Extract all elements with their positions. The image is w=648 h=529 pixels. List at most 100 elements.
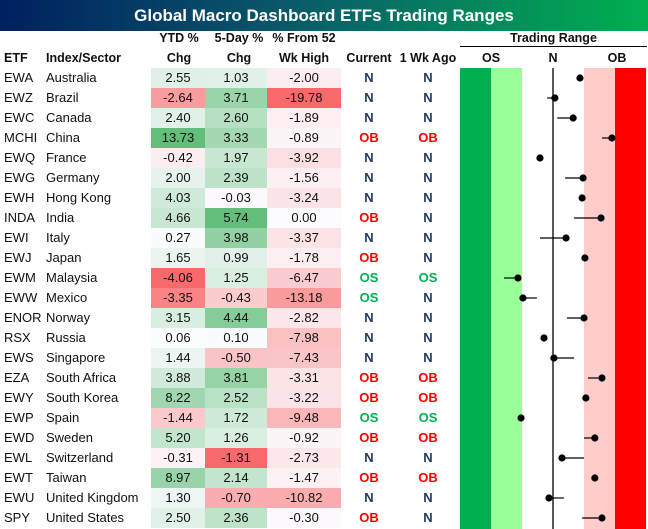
fiveday-cell: 2.60 bbox=[205, 108, 267, 128]
fiveday-cell: -0.50 bbox=[205, 348, 267, 368]
index-cell: India bbox=[46, 210, 75, 225]
wk-ago-status: OB bbox=[418, 430, 438, 445]
current-status: OB bbox=[359, 210, 379, 225]
etf-cell: EWH bbox=[4, 190, 35, 205]
current-position-dot bbox=[576, 74, 584, 82]
wk-ago-status: N bbox=[423, 70, 433, 85]
current-position-dot bbox=[580, 314, 588, 322]
wk-ago-status: N bbox=[423, 90, 433, 105]
high-cell: -3.24 bbox=[267, 188, 341, 208]
etf-cell: EWU bbox=[4, 490, 35, 505]
current-status: OS bbox=[359, 290, 379, 305]
table-row: EWM Malaysia -4.06 1.25 -6.47 OS OS bbox=[0, 268, 460, 288]
table-row: EWY South Korea 8.22 2.52 -3.22 OB OB bbox=[0, 388, 460, 408]
wk-ago-status: N bbox=[423, 150, 433, 165]
ytd-cell: 2.50 bbox=[151, 508, 205, 528]
etf-cell: EWP bbox=[4, 410, 34, 425]
table-row: EWQ France -0.42 1.97 -3.92 N N bbox=[0, 148, 460, 168]
etf-header: ETF bbox=[4, 51, 28, 65]
current-status: OB bbox=[359, 470, 379, 485]
high-cell: -1.89 bbox=[267, 108, 341, 128]
ytd-cell: 8.22 bbox=[151, 388, 205, 408]
index-cell: Australia bbox=[46, 70, 97, 85]
etf-cell: INDA bbox=[4, 210, 36, 225]
ytd-cell: 0.06 bbox=[151, 328, 205, 348]
ytd-cell: 4.03 bbox=[151, 188, 205, 208]
index-cell: Mexico bbox=[46, 290, 88, 305]
ob-header: OB bbox=[607, 51, 627, 65]
index-cell: Malaysia bbox=[46, 270, 98, 285]
current-status: N bbox=[364, 330, 374, 345]
index-cell: Sweden bbox=[46, 430, 93, 445]
etf-cell: EWW bbox=[4, 290, 38, 305]
current-status: OB bbox=[359, 390, 379, 405]
wk-ago-status: N bbox=[423, 350, 433, 365]
ytd-cell: 5.20 bbox=[151, 428, 205, 448]
table-row: EWS Singapore 1.44 -0.50 -7.43 N N bbox=[0, 348, 460, 368]
current-status: N bbox=[364, 150, 374, 165]
high-cell: -6.47 bbox=[267, 268, 341, 288]
index-header: Index/Sector bbox=[46, 51, 122, 65]
high-cell: -1.47 bbox=[267, 468, 341, 488]
table-row: ENOR Norway 3.15 4.44 -2.82 N N bbox=[0, 308, 460, 328]
high-cell: -3.92 bbox=[267, 148, 341, 168]
table-row: EWW Mexico -3.35 -0.43 -13.18 OS N bbox=[0, 288, 460, 308]
ytd-cell: 2.55 bbox=[151, 68, 205, 88]
ytd-cell: -2.64 bbox=[151, 88, 205, 108]
index-cell: Spain bbox=[46, 410, 80, 425]
current-status: N bbox=[364, 310, 374, 325]
current-position-dot bbox=[591, 474, 599, 482]
current-status: OB bbox=[359, 130, 379, 145]
index-cell: Brazil bbox=[46, 90, 79, 105]
current-position-dot bbox=[514, 274, 522, 282]
current-position-dot bbox=[591, 434, 599, 442]
fiveday-cell: -0.43 bbox=[205, 288, 267, 308]
ytd-cell: -1.44 bbox=[151, 408, 205, 428]
table-row: EWP Spain -1.44 1.72 -9.48 OS OS bbox=[0, 408, 460, 428]
ytd-cell: -0.42 bbox=[151, 148, 205, 168]
high-cell: -3.22 bbox=[267, 388, 341, 408]
ytd-cell: 8.97 bbox=[151, 468, 205, 488]
wk-ago-status: N bbox=[423, 210, 433, 225]
table-row: EWZ Brazil -2.64 3.71 -19.78 N N bbox=[0, 88, 460, 108]
wk-ago-status: OS bbox=[418, 270, 438, 285]
index-cell: United Kingdom bbox=[46, 490, 139, 505]
etf-cell: EWY bbox=[4, 390, 34, 405]
ytd-header-top: YTD % bbox=[159, 31, 199, 45]
os-dark-band bbox=[460, 68, 491, 529]
ytd-cell: 3.15 bbox=[151, 308, 205, 328]
n-header: N bbox=[548, 51, 558, 65]
table-row: SPY United States 2.50 2.36 -0.30 OB N bbox=[0, 508, 460, 528]
ytd-cell: -4.06 bbox=[151, 268, 205, 288]
current-position-dot bbox=[608, 134, 616, 142]
etf-cell: EWL bbox=[4, 450, 33, 465]
current-status: OB bbox=[359, 430, 379, 445]
high-cell: -1.56 bbox=[267, 168, 341, 188]
etf-cell: EWG bbox=[4, 170, 36, 185]
high-cell: -2.00 bbox=[267, 68, 341, 88]
current-position-dot bbox=[598, 514, 606, 522]
current-status: N bbox=[364, 170, 374, 185]
fiveday-cell: 3.81 bbox=[205, 368, 267, 388]
current-status: N bbox=[364, 90, 374, 105]
fiveday-cell: -1.31 bbox=[205, 448, 267, 468]
current-status: N bbox=[364, 490, 374, 505]
high-cell: -9.48 bbox=[267, 408, 341, 428]
wk-ago-status: N bbox=[423, 170, 433, 185]
ytd-cell: 1.65 bbox=[151, 248, 205, 268]
index-cell: France bbox=[46, 150, 87, 165]
fiveday-cell: 3.98 bbox=[205, 228, 267, 248]
trading-range-divider bbox=[460, 46, 647, 47]
current-status: OS bbox=[359, 270, 379, 285]
ob-light-band bbox=[584, 68, 615, 529]
wk-ago-status: N bbox=[423, 250, 433, 265]
high-header-top: % From 52 bbox=[272, 31, 336, 45]
high-cell: -19.78 bbox=[267, 88, 341, 108]
index-cell: Taiwan bbox=[46, 470, 87, 485]
table-row: EWJ Japan 1.65 0.99 -1.78 OB N bbox=[0, 248, 460, 268]
fiveday-cell: 2.14 bbox=[205, 468, 267, 488]
wk-ago-status: N bbox=[423, 230, 433, 245]
etf-cell: EWM bbox=[4, 270, 36, 285]
wk-ago-status: N bbox=[423, 330, 433, 345]
